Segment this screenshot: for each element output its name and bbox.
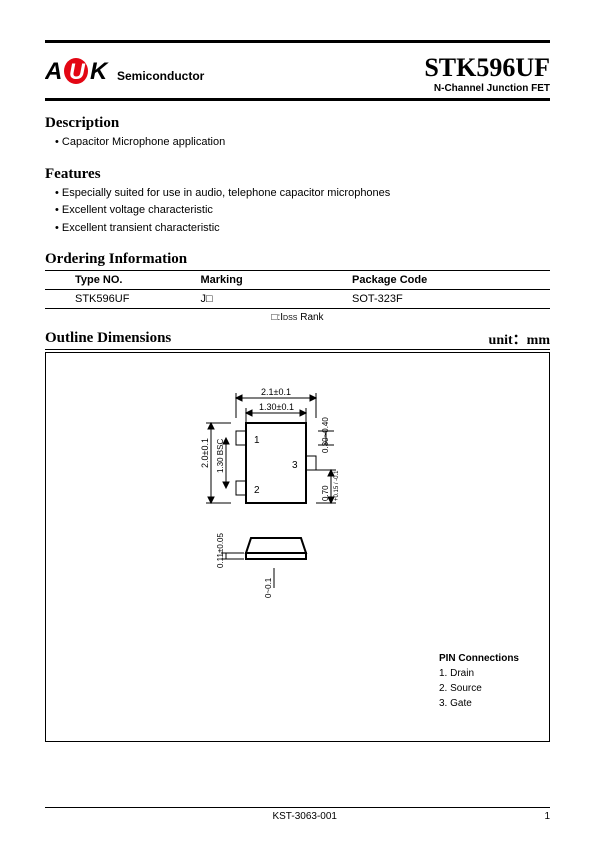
rank-suffix: Rank [297, 312, 323, 323]
col-type: Type NO. [45, 271, 197, 290]
description-list: Capacitor Microphone application [45, 134, 550, 152]
outline-heading: Outline Dimensions [45, 330, 171, 347]
svg-text:1.30±0.1: 1.30±0.1 [259, 402, 294, 412]
col-marking: Marking [197, 271, 349, 290]
rank-prefix: □:I [271, 312, 283, 323]
part-number: STK596UF [424, 53, 550, 83]
cell-type: STK596UF [45, 290, 197, 309]
header: A U K Semiconductor STK596UF N-Channel J… [45, 43, 550, 98]
unit-label: unit：mm [489, 329, 550, 349]
pin-connections: PIN Connections 1. Drain 2. Source 3. Ga… [439, 651, 519, 711]
outline-header: Outline Dimensions unit：mm [45, 329, 550, 349]
outline-rule [45, 349, 550, 350]
pin-item: 3. Gate [439, 696, 519, 711]
table-row: STK596UF J□ SOT-323F [45, 290, 550, 309]
list-item: Capacitor Microphone application [55, 134, 550, 152]
cell-marking: J□ [197, 290, 349, 309]
pin-item: 1. Drain [439, 666, 519, 681]
description-heading: Description [45, 115, 550, 132]
rank-sub: DSS [283, 315, 297, 322]
svg-text:2.0±0.1: 2.0±0.1 [200, 438, 210, 468]
svg-text:0.70: 0.70 [321, 485, 330, 501]
rank-note: □:IDSS Rank [45, 309, 550, 323]
svg-text:0.30~0.40: 0.30~0.40 [321, 417, 330, 453]
svg-text:0~0.1: 0~0.1 [264, 578, 273, 599]
svg-text:2.1±0.1: 2.1±0.1 [261, 387, 291, 397]
svg-text:1: 1 [254, 435, 260, 446]
list-item: Especially suited for use in audio, tele… [55, 185, 550, 203]
svg-text:2: 2 [254, 485, 260, 496]
pin-conn-title: PIN Connections [439, 651, 519, 666]
features-list: Especially suited for use in audio, tele… [45, 185, 550, 238]
svg-text:A: A [45, 58, 62, 85]
pin-item: 2. Source [439, 681, 519, 696]
ordering-heading: Ordering Information [45, 251, 550, 268]
doc-number: KST-3063-001 [65, 811, 544, 822]
svg-text:+0.15 / -0.1: +0.15 / -0.1 [334, 470, 340, 501]
cell-package: SOT-323F [348, 290, 550, 309]
company-logo: A U K Semiconductor [45, 53, 204, 85]
company-name: Semiconductor [117, 69, 204, 83]
list-item: Excellent transient characteristic [55, 220, 550, 238]
svg-text:3: 3 [292, 460, 298, 471]
part-block: STK596UF N-Channel Junction FET [424, 53, 550, 94]
package-drawing-icon: 1 2 3 2.1±0.1 1.30±0.1 2.0±0.1 [176, 373, 396, 633]
svg-text:K: K [90, 58, 109, 85]
outline-box: 1 2 3 2.1±0.1 1.30±0.1 2.0±0.1 [45, 352, 550, 742]
page-number: 1 [544, 811, 550, 822]
part-subtitle: N-Channel Junction FET [424, 83, 550, 94]
footer: KST-3063-001 1 [45, 807, 550, 822]
svg-text:U: U [69, 59, 86, 84]
header-rule [45, 98, 550, 101]
auk-logo-icon: A U K [45, 57, 115, 85]
ordering-table: Type NO. Marking Package Code STK596UF J… [45, 270, 550, 309]
svg-text:1.30 BSC: 1.30 BSC [216, 439, 225, 473]
table-header-row: Type NO. Marking Package Code [45, 271, 550, 290]
svg-text:0.11±0.05: 0.11±0.05 [216, 533, 225, 568]
list-item: Excellent voltage characteristic [55, 202, 550, 220]
features-heading: Features [45, 166, 550, 183]
col-package: Package Code [348, 271, 550, 290]
